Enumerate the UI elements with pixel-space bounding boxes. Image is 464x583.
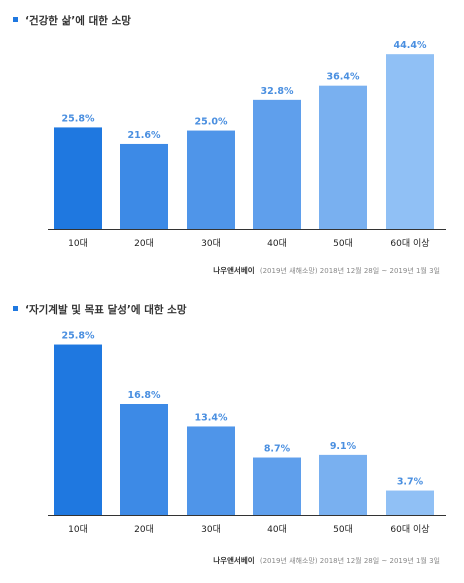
category-label: 30대	[201, 524, 221, 535]
bar-3	[187, 130, 235, 229]
value-label: 36.4%	[327, 72, 360, 83]
bar-6	[386, 490, 434, 515]
category-label: 10대	[68, 238, 88, 249]
chart-self-development: ‘자기계발 및 목표 달성’에 대한 소망 10대 20대 30대 40대 50대 60대…	[13, 303, 446, 565]
source-brand: 나우앤서베이	[213, 555, 254, 565]
title-bullet	[13, 17, 18, 22]
bar-1	[54, 344, 102, 515]
bar-3	[187, 426, 235, 515]
category-label: 60대 이상	[390, 238, 429, 249]
value-label: 3.7%	[397, 477, 424, 488]
category-label: 20대	[134, 524, 154, 535]
category-label: 10대	[68, 524, 88, 535]
source-note: 나우앤서베이 (2019년 새해소망) 2018년 12월 28일 ~ 2019…	[213, 555, 440, 565]
source-brand: 나우앤서베이	[213, 265, 254, 275]
bar-2	[120, 404, 168, 515]
category-label: 40대	[267, 524, 287, 535]
category-label: 40대	[267, 238, 287, 249]
value-label: 21.6%	[128, 130, 161, 141]
value-label: 13.4%	[195, 412, 228, 423]
value-label: 9.1%	[330, 441, 357, 452]
chart-health: ‘건강한 삶’에 대한 소망 10대 20대 30대 40대 50대 60대 이상 25.…	[13, 14, 446, 275]
chart-title: ‘자기계발 및 목표 달성’에 대한 소망	[25, 303, 187, 316]
bar-5	[319, 454, 367, 515]
source-period: (2019년 새해소망) 2018년 12월 28일 ~ 2019년 1월 3일	[260, 266, 440, 275]
title-bullet	[13, 306, 18, 311]
category-label: 60대 이상	[390, 524, 429, 535]
value-label: 25.0%	[195, 117, 228, 128]
bar-2	[120, 143, 168, 229]
bar-4	[253, 457, 301, 515]
source-period: (2019년 새해소망) 2018년 12월 28일 ~ 2019년 1월 3일	[260, 556, 440, 565]
chart-title: ‘건강한 삶’에 대한 소망	[25, 14, 131, 27]
category-label: 30대	[201, 238, 221, 249]
value-label: 25.8%	[62, 331, 95, 342]
value-label: 25.8%	[62, 113, 95, 124]
value-label: 32.8%	[261, 86, 294, 97]
bar-6	[386, 54, 434, 229]
bar-5	[319, 85, 367, 229]
value-label: 44.4%	[394, 40, 427, 51]
value-label: 16.8%	[128, 390, 161, 401]
category-label: 50대	[333, 524, 353, 535]
source-note: 나우앤서베이 (2019년 새해소망) 2018년 12월 28일 ~ 2019…	[213, 265, 440, 275]
value-label: 8.7%	[264, 444, 291, 455]
bar-1	[54, 127, 102, 229]
category-label: 50대	[333, 238, 353, 249]
category-label: 20대	[134, 238, 154, 249]
bar-4	[253, 99, 301, 229]
